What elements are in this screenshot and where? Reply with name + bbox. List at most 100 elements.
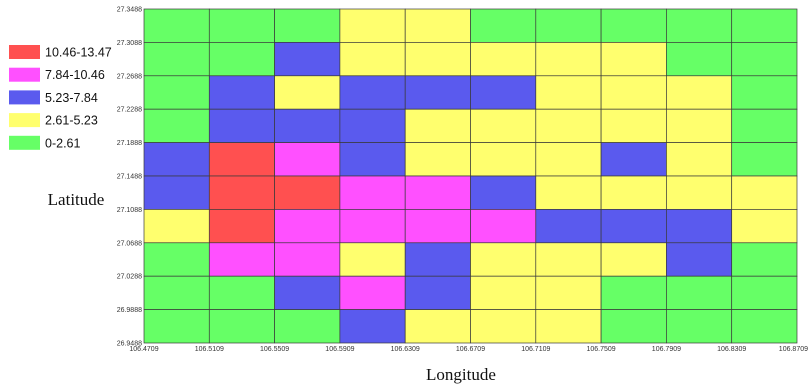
x-tick-label: 106.6309 bbox=[391, 346, 420, 353]
y-tick-label: 26.9888 bbox=[117, 307, 142, 314]
heatmap-cell bbox=[143, 309, 210, 344]
heatmap-cell bbox=[208, 75, 275, 110]
heatmap-cell bbox=[535, 75, 602, 110]
heatmap-cell bbox=[600, 42, 667, 77]
heatmap-cell bbox=[404, 209, 471, 244]
x-tick-label: 106.7909 bbox=[652, 346, 681, 353]
legend-swatch bbox=[9, 113, 40, 128]
heatmap-cell bbox=[600, 309, 667, 344]
heatmap-cell bbox=[535, 108, 602, 143]
heatmap-cell bbox=[535, 42, 602, 77]
heatmap-cell bbox=[404, 242, 471, 277]
heatmap-cell bbox=[208, 42, 275, 77]
x-tick-label: 106.7109 bbox=[521, 346, 550, 353]
heatmap-cell bbox=[600, 75, 667, 110]
heatmap-cell bbox=[470, 108, 537, 143]
x-axis-ticks: 106.4709 106.5109 106.5509 106.5909 106.6309… bbox=[129, 346, 808, 353]
heatmap-cell bbox=[666, 275, 733, 310]
y-tick-label: 27.2288 bbox=[117, 107, 142, 114]
y-tick-label: 27.1488 bbox=[117, 174, 142, 181]
heatmap-cell bbox=[143, 75, 210, 110]
heatmap-cell bbox=[535, 242, 602, 277]
heatmap-cell bbox=[470, 175, 537, 210]
y-tick-label: 27.2688 bbox=[117, 73, 142, 80]
heatmap-cell bbox=[600, 209, 667, 244]
x-tick-label: 106.8309 bbox=[717, 346, 746, 353]
heatmap-cell bbox=[339, 309, 406, 344]
legend-swatch bbox=[9, 135, 40, 150]
heatmap-cell bbox=[731, 108, 798, 143]
x-tick-label: 106.5109 bbox=[195, 346, 224, 353]
legend-label: 2.61-5.23 bbox=[45, 114, 98, 128]
heatmap-cell bbox=[339, 209, 406, 244]
heatmap-cell bbox=[339, 108, 406, 143]
x-tick-label: 106.7509 bbox=[586, 346, 615, 353]
y-tick-label: 27.0688 bbox=[117, 240, 142, 247]
heatmap-cell bbox=[404, 142, 471, 177]
heatmap-cell bbox=[208, 275, 275, 310]
heatmap-cell bbox=[208, 108, 275, 143]
heatmap-cell bbox=[208, 242, 275, 277]
y-tick-label: 27.1088 bbox=[117, 207, 142, 214]
x-tick-label: 106.4709 bbox=[129, 346, 158, 353]
heatmap-cell bbox=[666, 75, 733, 110]
heatmap-cell bbox=[404, 309, 471, 344]
heatmap-cell bbox=[470, 42, 537, 77]
heatmap-cell bbox=[143, 175, 210, 210]
heatmap-cell bbox=[600, 8, 667, 43]
x-axis-label: Longitude bbox=[426, 365, 496, 384]
y-tick-label: 26.9488 bbox=[117, 341, 142, 348]
heatmap-cell bbox=[535, 175, 602, 210]
heatmap-cell bbox=[600, 108, 667, 143]
heatmap-cell bbox=[339, 175, 406, 210]
heatmap-cell bbox=[666, 209, 733, 244]
heatmap-cell bbox=[339, 275, 406, 310]
heatmap-cell bbox=[339, 42, 406, 77]
heatmap-cell bbox=[731, 309, 798, 344]
heatmap-cell bbox=[666, 108, 733, 143]
heatmap-cell bbox=[666, 175, 733, 210]
heatmap-cell bbox=[470, 275, 537, 310]
heatmap-cell bbox=[143, 142, 210, 177]
heatmap-cell bbox=[339, 242, 406, 277]
heatmap-cell bbox=[208, 175, 275, 210]
heatmap-cell bbox=[600, 242, 667, 277]
x-tick-label: 106.5909 bbox=[325, 346, 354, 353]
heatmap-cell bbox=[470, 242, 537, 277]
heatmap-cell bbox=[731, 209, 798, 244]
legend-label: 10.46-13.47 bbox=[45, 46, 112, 60]
heatmap-cell bbox=[535, 8, 602, 43]
heatmap-cell bbox=[666, 309, 733, 344]
heatmap-cell bbox=[470, 309, 537, 344]
heatmap-cell bbox=[666, 242, 733, 277]
heatmap-cell bbox=[208, 209, 275, 244]
heatmap-cell bbox=[731, 8, 798, 43]
heatmap-cell bbox=[666, 142, 733, 177]
heatmap-cell bbox=[143, 42, 210, 77]
heatmap-cell bbox=[404, 108, 471, 143]
heatmap-cell bbox=[666, 8, 733, 43]
legend: 10.46-13.47 7.84-10.46 5.23-7.84 2.61-5.23 0… bbox=[9, 45, 112, 150]
heatmap-cell bbox=[339, 142, 406, 177]
heatmap-cell bbox=[731, 142, 798, 177]
legend-swatch bbox=[9, 67, 40, 82]
legend-label: 5.23-7.84 bbox=[45, 91, 98, 105]
legend-label: 7.84-10.46 bbox=[45, 68, 105, 82]
x-tick-label: 106.8709 bbox=[779, 346, 808, 353]
heatmap-cell bbox=[274, 242, 341, 277]
heatmap-cell bbox=[731, 242, 798, 277]
heatmap-cell bbox=[339, 75, 406, 110]
heatmap-cell bbox=[470, 209, 537, 244]
heatmap-cell bbox=[666, 42, 733, 77]
heatmap-cell bbox=[535, 142, 602, 177]
heatmap-cell bbox=[404, 175, 471, 210]
heatmap-cell bbox=[404, 8, 471, 43]
heatmap-cell bbox=[470, 75, 537, 110]
heatmap-cell bbox=[535, 275, 602, 310]
y-tick-label: 27.3488 bbox=[117, 7, 142, 14]
heatmap-cell bbox=[274, 275, 341, 310]
heatmap-cell bbox=[600, 275, 667, 310]
y-tick-label: 27.1888 bbox=[117, 140, 142, 147]
heatmap-cell bbox=[535, 209, 602, 244]
